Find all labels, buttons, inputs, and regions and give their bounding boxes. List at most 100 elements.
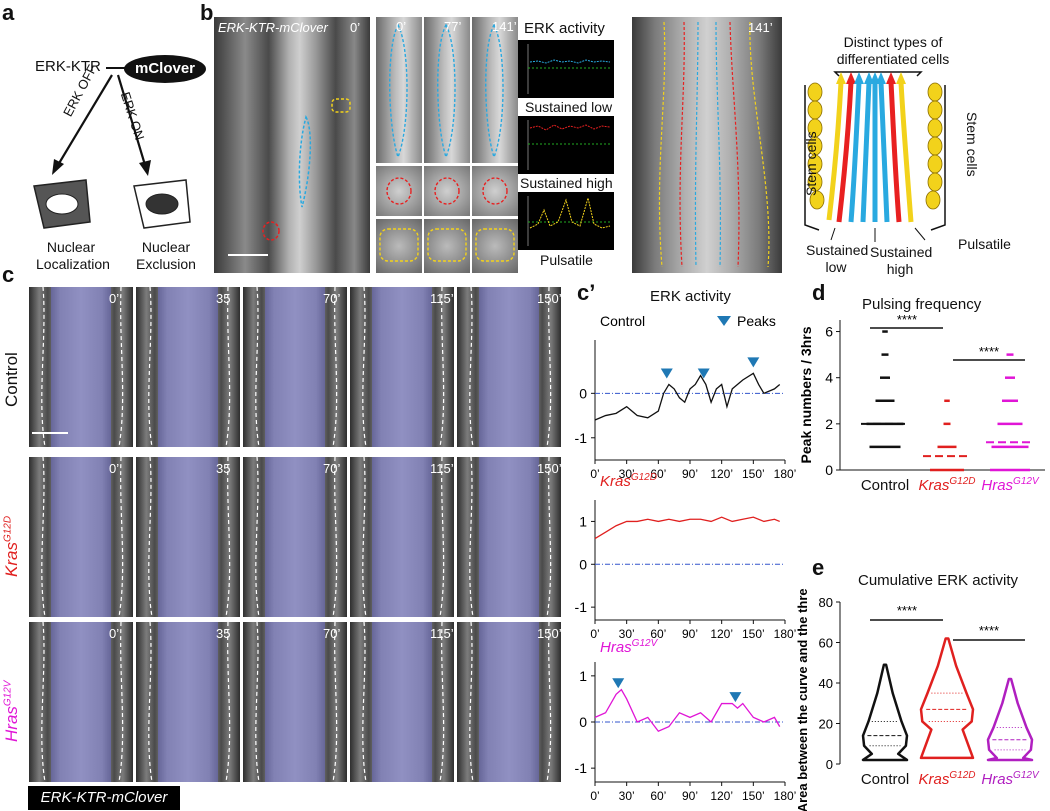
- d-ylabel: Peak numbers / 3hrs: [798, 326, 814, 463]
- x-tick-label: 60’: [650, 627, 666, 641]
- c-frame-r1-t1: [136, 457, 240, 617]
- y-tick-label: -1: [575, 430, 588, 446]
- x-tick-label: 150’: [742, 627, 765, 641]
- mclover-oval: mClover: [124, 55, 206, 83]
- y-tick-label: 60: [819, 636, 833, 651]
- crop-red-1: [424, 166, 470, 216]
- ktr-image-label: ERK-KTR-mClover: [218, 20, 328, 35]
- c-frame-r1-t4: [457, 457, 561, 617]
- d-category-name: Hras: [981, 477, 1013, 494]
- d-category-label: KrasG12D: [919, 476, 976, 494]
- e-title: Cumulative ERK activity: [858, 572, 1019, 589]
- d-category-label: HrasG12V: [981, 476, 1040, 494]
- crop-time-2: 141’: [492, 19, 517, 34]
- e-category-label: KrasG12D: [919, 770, 976, 788]
- y-tick-label: 0: [579, 556, 587, 572]
- lumen-overlay: [265, 287, 325, 447]
- cprime-peaks-label: Peaks: [737, 313, 776, 329]
- trace-low-box: [518, 40, 614, 98]
- peak-marker: [729, 692, 742, 703]
- y-tick-label: 40: [819, 676, 833, 691]
- x-tick-label: 120’: [710, 467, 733, 481]
- lumen-overlay: [265, 622, 325, 782]
- panel-label-b: b: [200, 0, 214, 25]
- legend-sustained-low: Sustained low: [806, 242, 869, 275]
- cprime-hras-label: HrasG12V: [600, 638, 659, 656]
- panel-label-d: d: [812, 280, 826, 305]
- crop-red-0: [376, 166, 422, 216]
- x-tick-label: 180’: [774, 627, 797, 641]
- peaks-legend-icon: [717, 316, 731, 326]
- c-time-r2-t3: 115’: [430, 626, 454, 641]
- c-frame-r1-t3: [350, 457, 454, 617]
- c-time-r1-t2: 70’: [323, 461, 341, 476]
- c-frame-r0-t1: [136, 287, 240, 447]
- c-time-r1-t0: 0’: [109, 461, 120, 476]
- lumen-overlay: [51, 622, 111, 782]
- d-category-name: Control: [861, 477, 909, 494]
- lumen-overlay: [479, 622, 539, 782]
- violin: [986, 677, 1034, 762]
- lumen-overlay: [372, 457, 432, 617]
- sustained-low-label: Sustained low: [525, 99, 613, 115]
- crop-yellow-1: [424, 219, 470, 273]
- c-row-label-text: Control: [2, 352, 21, 407]
- legend-sustained-high: Sustained high: [870, 244, 933, 277]
- y-tick-label: 20: [819, 717, 833, 732]
- crop-red-2: [472, 166, 518, 216]
- cprime-charts: Control Peaks 0-10’ 30’ 60’ 90’ 120’ 150’ 180’…: [575, 313, 797, 803]
- overview-time: 0’: [350, 20, 361, 35]
- x-tick-label: 90’: [682, 627, 698, 641]
- c-time-r1-t1: 35: [216, 461, 231, 476]
- x-tick-label: 0’: [590, 467, 599, 481]
- c-frame-r2-t1: [136, 622, 240, 782]
- e-category-name: Kras: [919, 771, 950, 788]
- e-category-label: Control: [861, 771, 909, 788]
- lumen-overlay: [372, 287, 432, 447]
- c-row-label-text: Hras: [2, 706, 21, 742]
- e-category-name: Hras: [981, 771, 1013, 788]
- crop-blue-2: [472, 17, 518, 163]
- e-category-label: HrasG12V: [981, 770, 1040, 788]
- c-footer-label: ERK-KTR-mClover: [28, 786, 180, 810]
- distinct-types-title: Distinct types of differentiated cells: [836, 34, 950, 67]
- c-frame-r0-t2: [243, 287, 347, 447]
- y-tick-label: 0: [579, 385, 587, 401]
- y-tick-label: -1: [575, 599, 588, 615]
- c-frame-r2-t4: [457, 622, 561, 782]
- d-category-name: Kras: [919, 477, 950, 494]
- violin: [861, 663, 909, 762]
- x-tick-label: 120’: [710, 627, 733, 641]
- peak-marker: [660, 368, 673, 379]
- c-row-label-sup: G12V: [2, 680, 14, 707]
- lineage-diagram: [804, 71, 946, 242]
- y-tick-label: 4: [825, 370, 833, 386]
- overlay-time: 141’: [748, 20, 773, 35]
- x-tick-label: 90’: [682, 789, 698, 803]
- c-time-r0-t4: 150’: [537, 291, 562, 306]
- erk-activity-title-b: ERK activity: [524, 20, 605, 37]
- y-tick-label: 0: [579, 714, 587, 730]
- d-category-sup: G12D: [949, 476, 975, 487]
- x-tick-label: 30’: [619, 789, 635, 803]
- lumen-overlay: [372, 622, 432, 782]
- series-line: [594, 372, 781, 421]
- linker: [106, 67, 126, 69]
- x-tick-label: 180’: [774, 467, 797, 481]
- sig-stars: ****: [897, 603, 917, 618]
- lumen-overlay: [479, 287, 539, 447]
- x-tick-label: 60’: [650, 789, 666, 803]
- trace-high-box: [518, 116, 614, 174]
- overlay-image: [632, 17, 782, 273]
- c-row-label-text: Kras: [2, 542, 21, 577]
- nuclear-localization-label: Nuclear Localization: [36, 239, 110, 272]
- c-frame-r2-t3: [350, 622, 454, 782]
- c-frame-r0-t4: [457, 287, 561, 447]
- crop-blue-1: [424, 17, 470, 163]
- y-tick-label: 80: [819, 595, 833, 610]
- c-time-r0-t3: 115’: [430, 291, 454, 306]
- x-tick-label: 0’: [590, 789, 599, 803]
- trace-pulse-box: [518, 192, 614, 250]
- c-row-label-sup: G12D: [2, 515, 14, 543]
- erk-ktr-label: ERK-KTR: [35, 58, 101, 75]
